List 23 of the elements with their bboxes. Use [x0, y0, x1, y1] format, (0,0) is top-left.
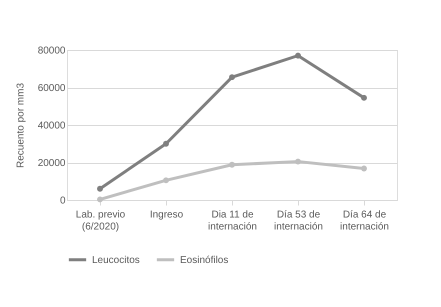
point [229, 162, 235, 168]
point [163, 177, 169, 184]
point [361, 94, 367, 101]
x-tick-label: Día 64 de internación [340, 210, 389, 232]
legend-label: Leucocitos [92, 254, 140, 266]
y-tick-label: 40000 [38, 120, 66, 132]
y-tick-label: 20000 [38, 158, 66, 169]
x-tick-label: Día 53 de internación [274, 210, 323, 232]
legend-label: Eosinófilos [180, 254, 228, 266]
y-tick-label: 80000 [38, 46, 66, 56]
y-tick-label: 60000 [38, 83, 66, 94]
x-tick-label: Ingreso [150, 210, 184, 220]
point [295, 52, 301, 59]
point [361, 166, 367, 172]
y-tick-label: 0 [60, 196, 66, 206]
x-tick-label: Dia 11 de internación [208, 210, 257, 232]
point [97, 186, 103, 192]
point [295, 158, 301, 165]
point [97, 196, 103, 202]
y-axis-title: Recuento por mm3 [16, 82, 27, 168]
point [163, 140, 169, 147]
x-tick-label: Lab. previo (6/2020) [76, 210, 126, 232]
point [229, 74, 235, 80]
